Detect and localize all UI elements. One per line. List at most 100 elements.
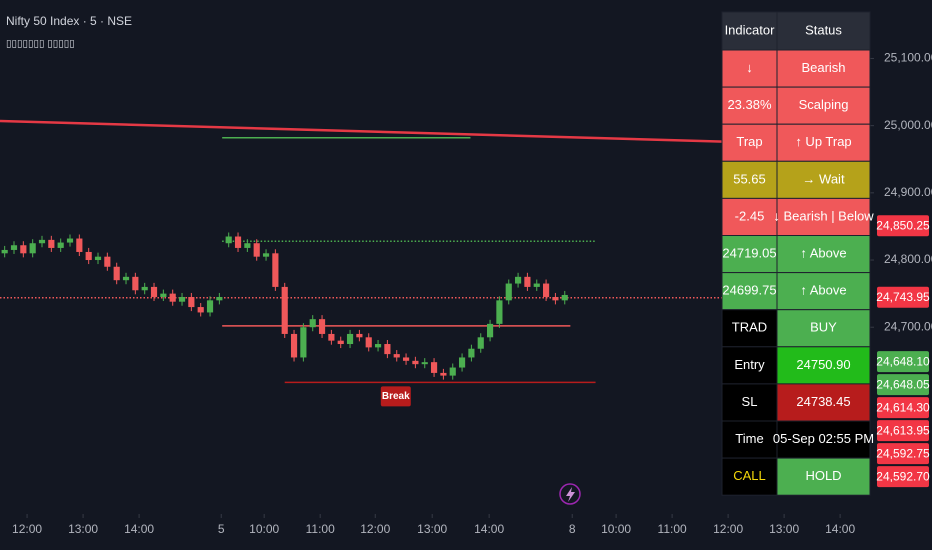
candle-body [104,256,111,267]
candle-body [48,239,55,248]
table-cell-text: CALL [733,468,766,483]
table-cell-text: 05-Sep 02:55 PM [773,431,874,446]
candle-body [253,243,260,257]
table-cell-text: TRAD [732,320,767,335]
table-cell-text: BUY [810,320,837,335]
candle-body [402,357,410,361]
x-tick-label: 13:00 [68,522,98,536]
annotation-label: Break [382,391,410,402]
table-header-text: Status [805,22,842,37]
x-tick-label: 14:00 [124,522,154,536]
candle-body [141,286,148,291]
x-tick-label: 14:00 [474,522,504,536]
candle-body [94,256,102,261]
price-tag-label: 24,743.95 [876,290,930,304]
alert-bolt [566,487,575,502]
candle-body [38,239,46,244]
candle-body [365,337,372,348]
x-tick-label: 8 [569,522,576,536]
x-tick-label: 13:00 [769,522,799,536]
candle-body [533,283,540,287]
table-cell-text: ↑ Above [800,245,846,260]
candle-body [449,367,456,376]
table-cell [721,197,778,236]
candle-body [10,245,18,250]
candle-body [234,236,242,248]
candle-body [430,362,438,373]
price-tag [877,374,929,396]
price-tag-label: 24,850.25 [876,218,930,232]
candle-body [384,344,391,355]
table-cell [776,160,871,199]
candle-body [300,327,307,358]
y-tick-label: 24,900.00 [884,185,932,199]
table-cell [721,123,778,162]
price-tag-label: 24,592.75 [876,446,930,460]
table-cell-text: 23.38% [727,97,772,112]
table-cell [776,86,871,125]
table-cell [721,457,778,496]
table-cell [776,346,871,385]
table-cell [721,272,778,311]
x-tick-label: 10:00 [601,522,631,536]
table-cell [776,235,871,274]
table-cell-text: 55.65 [733,171,766,186]
price-tag [877,420,929,442]
x-tick-label: 10:00 [249,522,279,536]
table-cell [721,383,778,422]
table-cell-text: 24750.90 [796,357,850,372]
table-cell-text: ↑ Up Trap [795,134,851,149]
price-tag [877,286,929,308]
candle-body [272,253,279,287]
table-cell [721,49,778,88]
candle-body [29,243,36,254]
table-cell-text: Time [735,431,763,446]
table-header-cell [721,11,778,51]
candle-body [188,296,195,308]
x-tick-label: 11:00 [306,522,335,536]
table-cell-text: Entry [734,357,765,372]
price-tag [877,443,929,465]
table-cell [776,272,871,311]
candle-body [1,249,8,254]
table-cell-text: 24738.45 [796,394,850,409]
candle-body [160,293,167,297]
candle-body [561,294,568,301]
table-cell-text: 24719.05 [722,245,776,260]
price-tag-label: 24,592.70 [876,469,930,483]
candle-body [440,372,447,376]
table-cell [721,235,778,274]
candle-body [524,276,531,287]
table-header-cell [776,11,871,51]
candle-body [468,348,475,358]
table-cell-text: -2.45 [735,208,765,223]
candle-body [309,319,316,328]
candle-body [496,300,503,324]
candle-body [57,242,64,248]
candle-body [505,283,512,301]
price-tag [877,215,929,237]
candle-body [337,340,344,345]
alert-icon[interactable] [559,483,581,505]
candle-body [169,293,176,302]
candle-body [552,296,559,301]
x-tick-label: 13:00 [417,522,447,536]
table-cell [776,123,871,162]
y-tick-label: 24,800.00 [884,252,932,266]
candle-body [85,251,92,261]
x-tick-label: 11:00 [658,522,687,536]
table-cell-text: SL [742,394,758,409]
table-cell [776,49,871,88]
candle-body [132,276,139,291]
table-cell [776,309,871,348]
candle-body [514,276,522,284]
candle-body [281,286,288,334]
candle-body [216,296,223,301]
candle-body [206,300,214,313]
candle-body [393,354,400,358]
candle-body [346,333,354,345]
candle-body [20,245,27,254]
table-cell-text: ↑ Above [800,283,846,298]
